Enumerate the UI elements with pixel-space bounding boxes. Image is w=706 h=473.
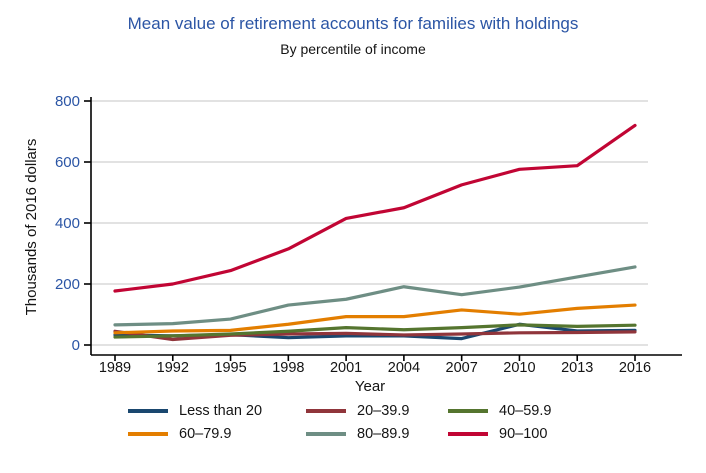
x-tick-label: 2016: [619, 360, 651, 376]
legend-label: 40–59.9: [499, 403, 552, 419]
x-tick-label: 2010: [503, 360, 535, 376]
legend-swatch: [306, 432, 346, 436]
legend-label: Less than 20: [179, 403, 263, 419]
y-tick-label: 800: [55, 93, 80, 110]
chart-subtitle: By percentile of income: [280, 41, 426, 57]
x-tick-label: 2013: [561, 360, 593, 376]
x-tick-label: 1992: [157, 360, 189, 376]
x-tick-label: 2001: [330, 360, 362, 376]
series-line-3: [113, 303, 637, 335]
legend-item-0: Less than 20: [128, 403, 306, 419]
x-tick-label: 1998: [272, 360, 304, 376]
x-axis-title: Year: [354, 378, 386, 395]
plot-area: 0 200 400 600 800 1989 1992 1995 1998 2001 2004 200…: [55, 93, 682, 376]
chart-title: Mean value of retirement accounts for fa…: [127, 14, 579, 33]
series-line-5: [113, 123, 637, 293]
legend-label: 80–89.9: [357, 426, 410, 442]
legend-item-1: 20–39.9: [306, 403, 448, 419]
legend-label: 20–39.9: [357, 403, 410, 419]
y-tick-label: 400: [55, 215, 80, 232]
legend-swatch: [448, 432, 488, 436]
x-tick-label: 1989: [99, 360, 131, 376]
series-line-4: [113, 265, 637, 327]
legend-label: 60–79.9: [179, 426, 232, 442]
legend-item-2: 40–59.9: [448, 403, 578, 419]
y-tick-label: 0: [72, 337, 80, 354]
x-tick-label: 1995: [214, 360, 246, 376]
legend-swatch: [306, 409, 346, 413]
y-tick-label: 600: [55, 154, 80, 171]
x-tick-label: 2007: [446, 360, 478, 376]
series-line-1: [113, 329, 637, 342]
legend-item-3: 60–79.9: [128, 426, 306, 442]
legend-swatch: [448, 409, 488, 413]
legend-swatch: [128, 432, 168, 436]
legend-item-5: 90–100: [448, 426, 578, 442]
legend-item-4: 80–89.9: [306, 426, 448, 442]
y-tick-label: 200: [55, 276, 80, 293]
x-tick-label: 2004: [388, 360, 420, 376]
series-line-2: [113, 323, 637, 339]
legend-swatch: [128, 409, 168, 413]
legend-label: 90–100: [499, 426, 548, 442]
legend: Less than 20 20–39.9 40–59.9 60–79.9 80–89.9…: [128, 403, 578, 442]
